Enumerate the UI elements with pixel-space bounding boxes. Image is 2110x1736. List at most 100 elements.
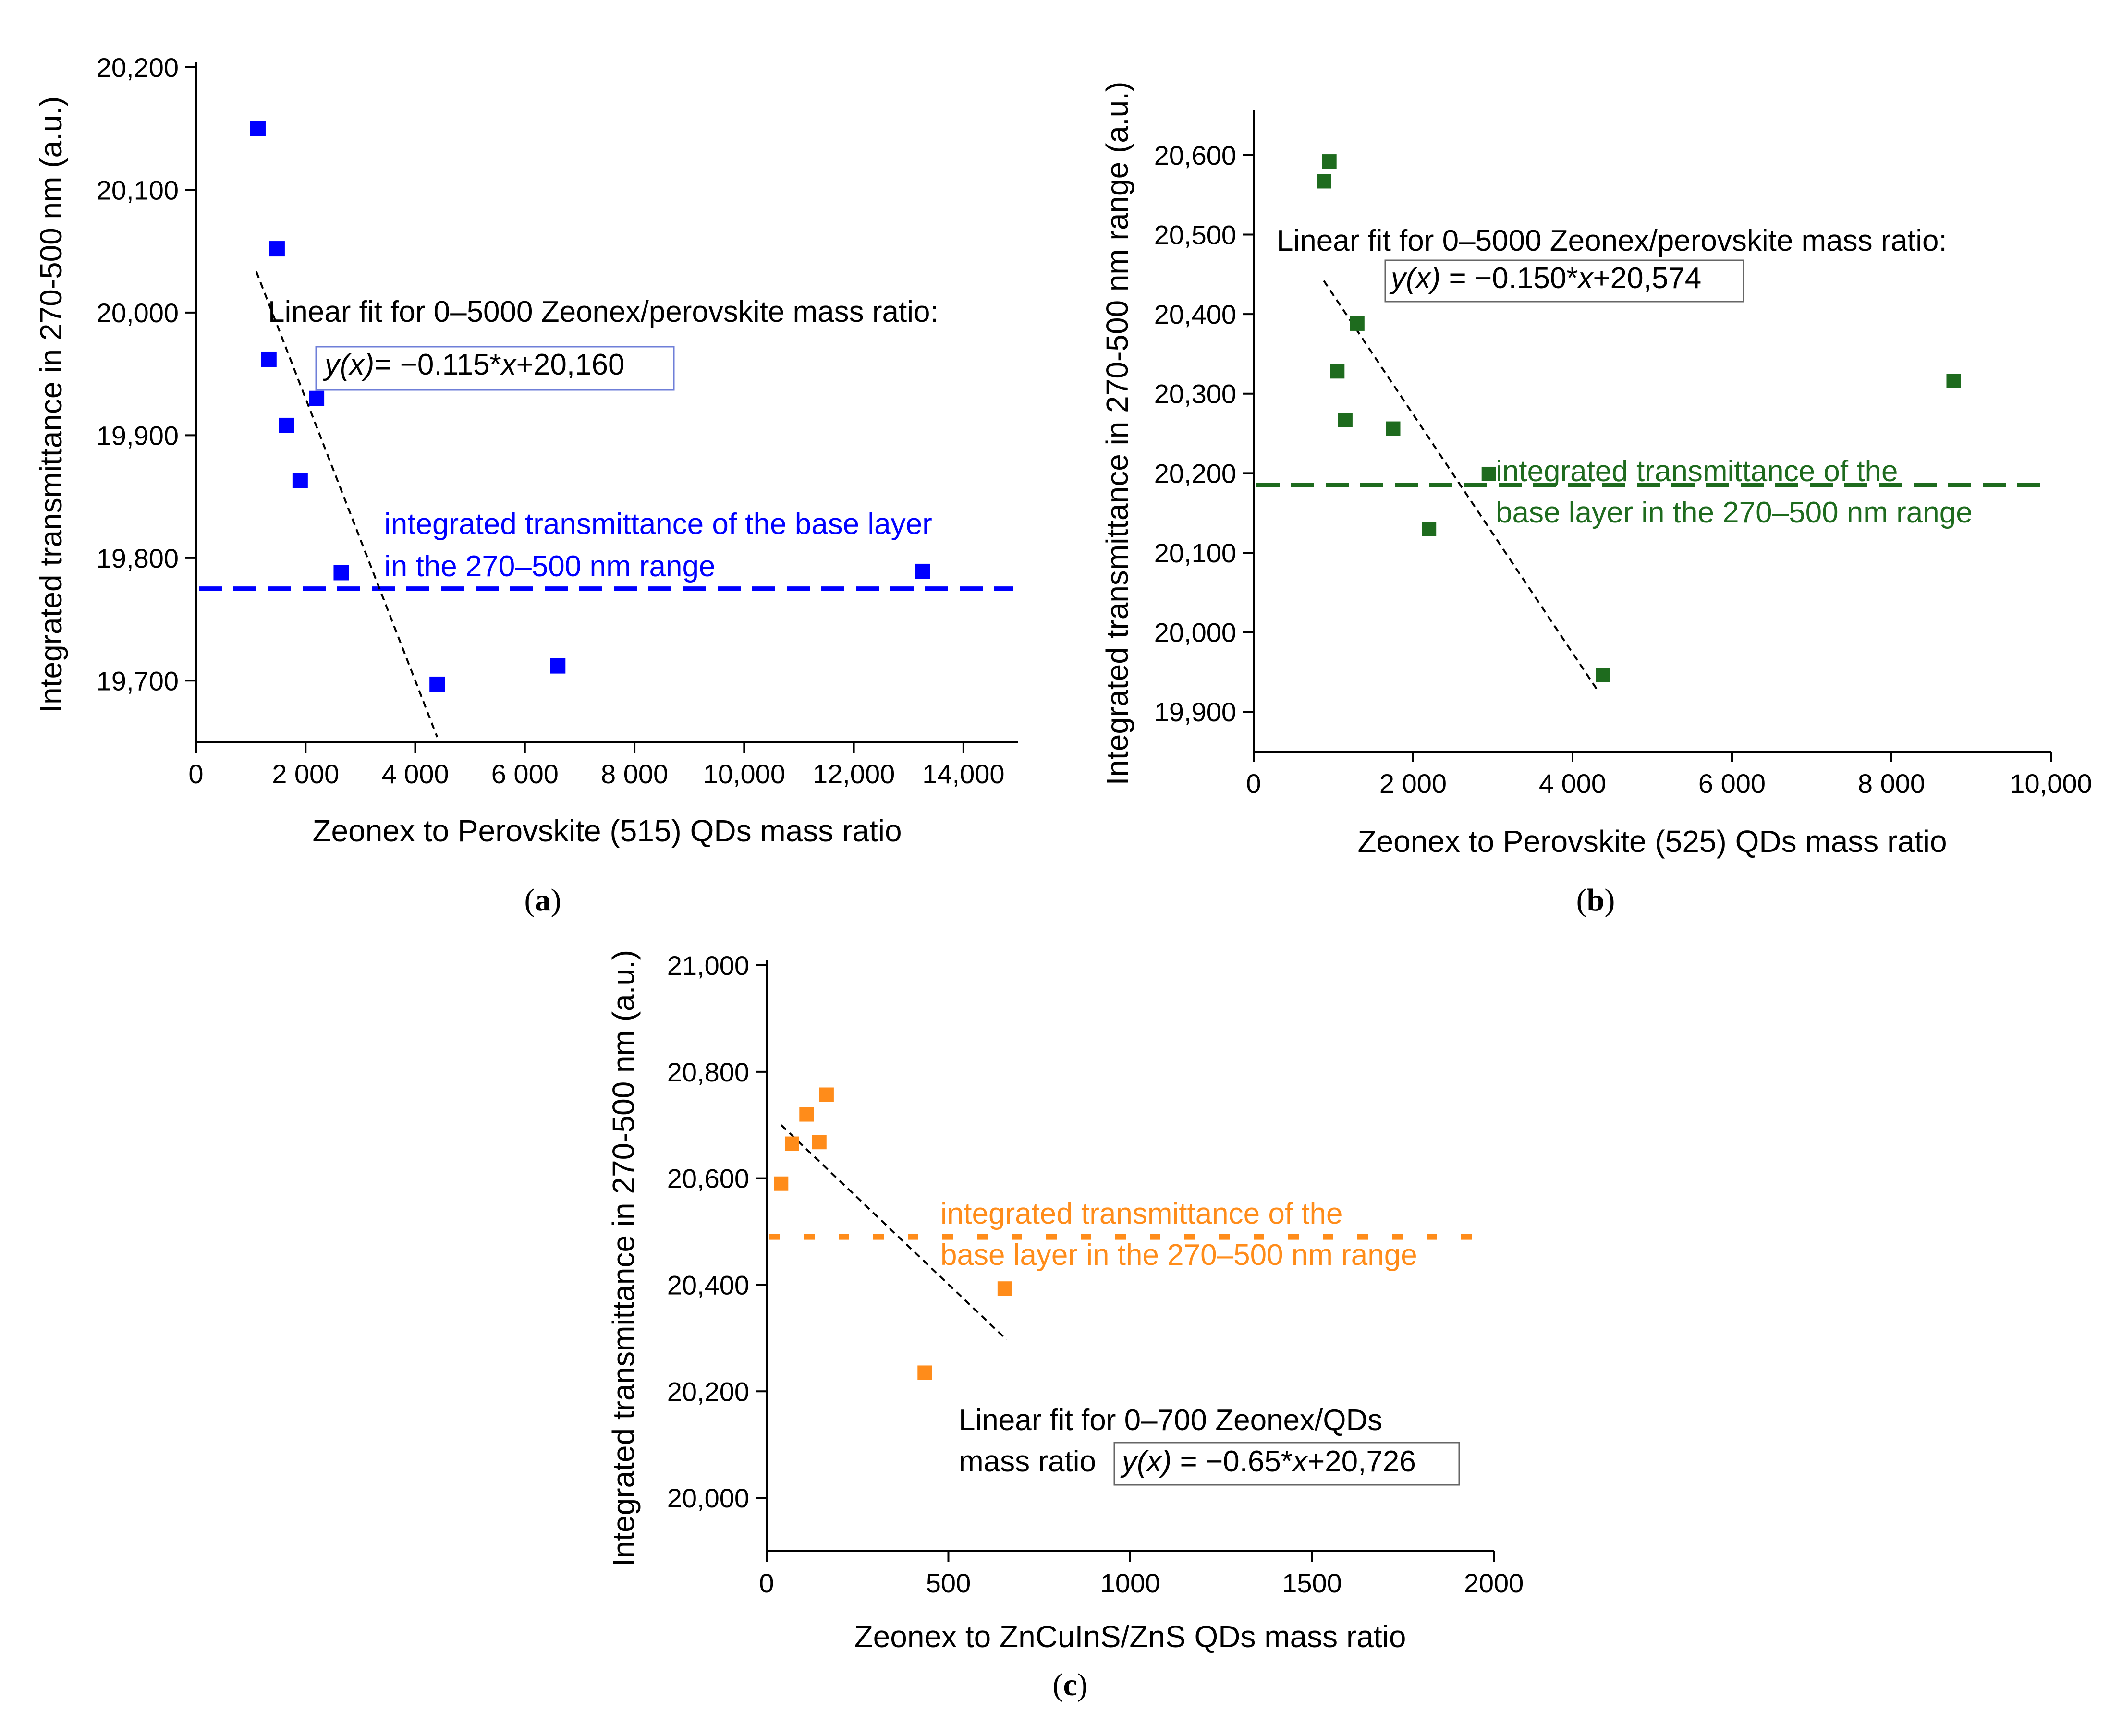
y-tick-label: 20,400	[1154, 299, 1236, 329]
equation-part: +20,726	[1307, 1445, 1416, 1478]
data-point	[1350, 316, 1365, 331]
y-tick-label: 19,700	[97, 666, 179, 696]
fit-line	[1323, 280, 1598, 690]
fit-equation: y(x) = −0.150*x+20,574	[1389, 262, 1701, 295]
fit-label: Linear fit for 0–5000 Zeonex/perovskite …	[1277, 224, 1947, 257]
x-tick-label: 1500	[1282, 1568, 1342, 1598]
equation-part: y(x)	[323, 348, 374, 381]
baseline-label: integrated transmittance of the base lay…	[384, 508, 932, 541]
data-point	[1946, 374, 1961, 388]
x-tick-label: 0	[188, 759, 203, 789]
y-tick-label: 20,300	[1154, 379, 1236, 409]
baseline-label: base layer in the 270–500 nm range	[1496, 496, 1973, 529]
equation-part: x	[1291, 1445, 1308, 1478]
x-tick-label: 8 000	[1858, 768, 1925, 799]
data-point	[333, 565, 349, 581]
x-tick-label: 12,000	[813, 759, 895, 789]
y-tick-label: 20,200	[667, 1376, 749, 1407]
x-tick-label: 8 000	[601, 759, 668, 789]
equation-part: x	[500, 348, 517, 381]
panel-label: (b)	[1576, 883, 1615, 918]
data-point	[1596, 668, 1610, 682]
x-tick-label: 6 000	[1698, 768, 1766, 799]
y-tick-label: 20,200	[97, 52, 179, 83]
y-tick-label: 20,800	[667, 1057, 749, 1087]
data-point	[1386, 421, 1401, 436]
x-tick-label: 2 000	[1379, 768, 1447, 799]
y-tick-label: 21,000	[667, 950, 749, 981]
fit-equation: y(x) = −0.65*x+20,726	[1120, 1445, 1416, 1478]
equation-part: x	[1576, 262, 1594, 295]
panel-label: (a)	[524, 883, 561, 918]
equation-part: y(x)	[1120, 1445, 1171, 1478]
panel-letter: a	[535, 883, 551, 918]
panel-letter: b	[1587, 883, 1605, 918]
equation-part: +20,160	[516, 348, 625, 381]
y-axis-label: Integrated transmittance in 270-500 nm (…	[606, 950, 641, 1566]
x-tick-label: 4 000	[381, 759, 449, 789]
x-tick-label: 0	[759, 1568, 774, 1598]
y-tick-label: 20,100	[1154, 538, 1236, 568]
data-point	[309, 390, 325, 406]
x-axis-label: Zeonex to Perovskite (515) QDs mass rati…	[312, 813, 902, 848]
y-tick-label: 19,900	[97, 420, 179, 450]
baseline-label: in the 270–500 nm range	[384, 550, 715, 583]
fit-line	[780, 1124, 1007, 1341]
y-tick-label: 19,900	[1154, 697, 1236, 727]
y-tick-label: 20,000	[667, 1483, 749, 1513]
equation-box	[315, 346, 675, 391]
y-tick-label: 20,100	[97, 175, 179, 205]
data-point	[774, 1176, 789, 1191]
data-point	[1422, 522, 1437, 536]
equation-part: = −0.115*	[374, 348, 501, 381]
chart-panel-b: 0 2 000 4 000 6 000 8 000 10,000 19,900 20,000 2…	[1100, 82, 2092, 918]
x-tick-label: 0	[1246, 768, 1261, 799]
equation-box	[1384, 259, 1744, 303]
fit-label: Linear fit for 0–700 Zeonex/QDs	[959, 1404, 1382, 1437]
y-tick-label: 19,800	[97, 543, 179, 573]
y-tick-label: 20,500	[1154, 219, 1236, 250]
y-tick-label: 20,600	[1154, 140, 1236, 170]
y-tick-label: 20,600	[667, 1164, 749, 1194]
data-point	[1317, 174, 1331, 189]
equation-box	[1113, 1442, 1460, 1486]
data-point	[1322, 154, 1337, 169]
data-point	[429, 676, 445, 692]
data-point	[292, 473, 308, 488]
y-tick-label: 20,000	[97, 298, 179, 328]
baseline-label: integrated transmittance of the	[1496, 455, 1898, 488]
equation-part: = −0.150*	[1440, 262, 1578, 295]
fit-line	[255, 271, 439, 738]
data-point	[799, 1107, 814, 1122]
x-tick-label: 6 000	[491, 759, 559, 789]
x-axis-label: Zeonex to ZnCuInS/ZnS QDs mass ratio	[854, 1619, 1406, 1654]
chart-panel-c: 0 500 1000 1500 2000 20,000 20,200 20,400 20,600…	[606, 950, 1524, 1702]
panel-letter: c	[1063, 1667, 1077, 1702]
data-point	[915, 563, 930, 579]
data-point	[997, 1281, 1012, 1296]
x-tick-label: 2 000	[272, 759, 339, 789]
equation-part: y(x)	[1389, 262, 1440, 295]
x-tick-label: 14,000	[922, 759, 1004, 789]
x-tick-label: 4 000	[1539, 768, 1606, 799]
y-tick-label: 20,000	[1154, 618, 1236, 648]
data-point	[279, 417, 294, 433]
x-tick-label: 500	[926, 1568, 971, 1598]
x-tick-label: 2000	[1464, 1568, 1524, 1598]
data-point	[917, 1365, 932, 1380]
x-tick-label: 1000	[1100, 1568, 1160, 1598]
y-tick-label: 20,400	[667, 1270, 749, 1300]
data-point	[819, 1087, 834, 1102]
y-axis-label: Integrated transmittance in 270-500 nm r…	[1100, 82, 1134, 786]
equation-part: = −0.65*	[1171, 1445, 1293, 1478]
data-point	[250, 121, 266, 136]
x-tick-label: 10,000	[2010, 768, 2092, 799]
fit-label: mass ratio	[959, 1445, 1096, 1478]
x-axis-label: Zeonex to Perovskite (525) QDs mass rati…	[1357, 824, 1947, 859]
baseline-label: integrated transmittance of the	[940, 1197, 1342, 1230]
data-point	[1481, 466, 1496, 481]
fit-equation: y(x)= −0.115*x+20,160	[323, 348, 624, 381]
data-point	[1338, 413, 1353, 427]
y-axis-label: Integrated transmittance in 270-500 nm (…	[34, 96, 68, 713]
